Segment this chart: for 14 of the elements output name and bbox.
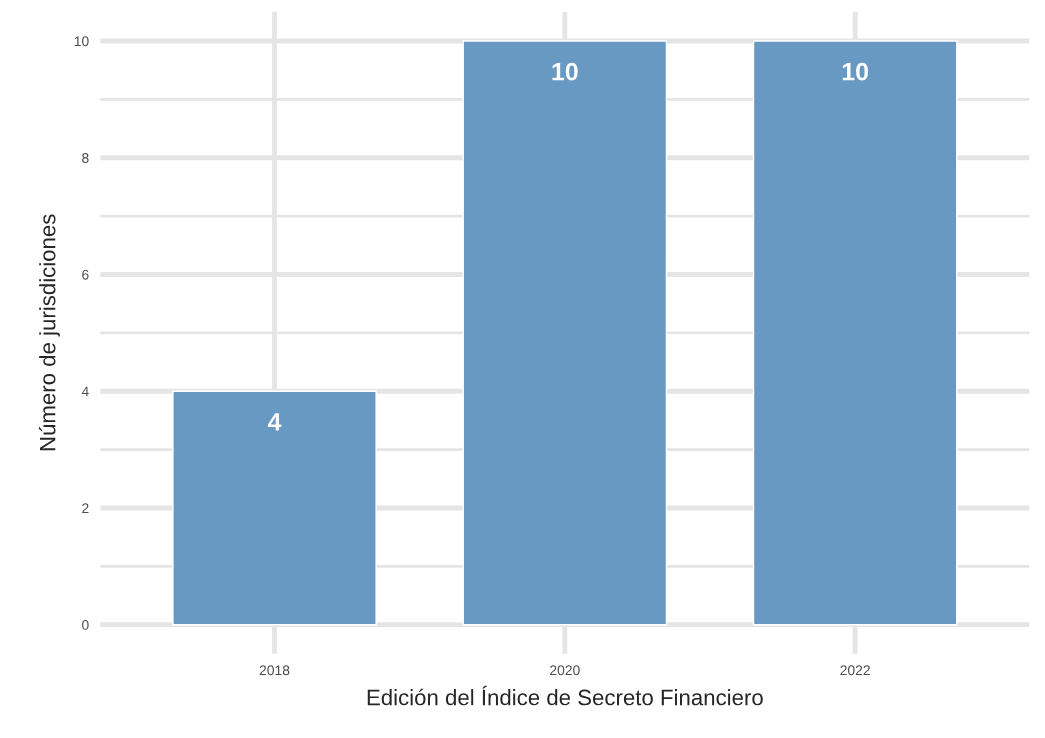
y-tick-label: 4 xyxy=(81,386,89,397)
y-tick-label: 10 xyxy=(74,36,89,47)
data-label: 4 xyxy=(267,413,282,431)
y-axis-title: Número de jurisdiciones xyxy=(38,214,60,451)
data-label: 10 xyxy=(552,62,578,81)
y-tick-label: 6 xyxy=(82,269,89,280)
x-tick-label: 2018 xyxy=(259,665,290,676)
y-tick-label: 2 xyxy=(82,503,89,513)
data-label: 10 xyxy=(842,62,869,81)
y-tick-label: 8 xyxy=(82,153,89,163)
x-tick-label: 2022 xyxy=(840,665,870,676)
y-tick-label: 0 xyxy=(82,620,89,630)
x-tick-label: 2020 xyxy=(550,665,580,676)
x-axis-title: Edición del Índice de Secreto Financiero xyxy=(367,685,763,706)
